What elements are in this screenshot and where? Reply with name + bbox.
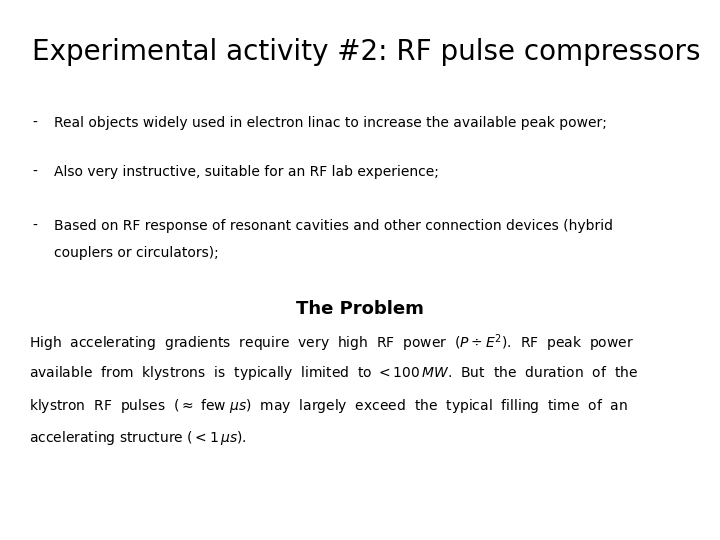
Text: The Problem: The Problem bbox=[296, 300, 424, 318]
Text: couplers or circulators);: couplers or circulators); bbox=[54, 246, 219, 260]
Text: available  from  klystrons  is  typically  limited  to $< 100\,MW$.  But  the  d: available from klystrons is typically li… bbox=[29, 364, 638, 382]
Text: Real objects widely used in electron linac to increase the available peak power;: Real objects widely used in electron lin… bbox=[54, 116, 607, 130]
Text: klystron  RF  pulses  ($\approx$ few $\mu s$)  may  largely  exceed  the  typica: klystron RF pulses ($\approx$ few $\mu s… bbox=[29, 397, 628, 415]
Text: Also very instructive, suitable for an RF lab experience;: Also very instructive, suitable for an R… bbox=[54, 165, 439, 179]
Text: High  accelerating  gradients  require  very  high  RF  power  ($P \div E^2$).  : High accelerating gradients require very… bbox=[29, 332, 634, 354]
Text: -: - bbox=[32, 165, 37, 179]
Text: accelerating structure ($< 1\,\mu s$).: accelerating structure ($< 1\,\mu s$). bbox=[29, 429, 246, 447]
Text: Based on RF response of resonant cavities and other connection devices (hybrid: Based on RF response of resonant cavitie… bbox=[54, 219, 613, 233]
Text: Experimental activity #2: RF pulse compressors: Experimental activity #2: RF pulse compr… bbox=[32, 38, 701, 66]
Text: -: - bbox=[32, 219, 37, 233]
Text: -: - bbox=[32, 116, 37, 130]
